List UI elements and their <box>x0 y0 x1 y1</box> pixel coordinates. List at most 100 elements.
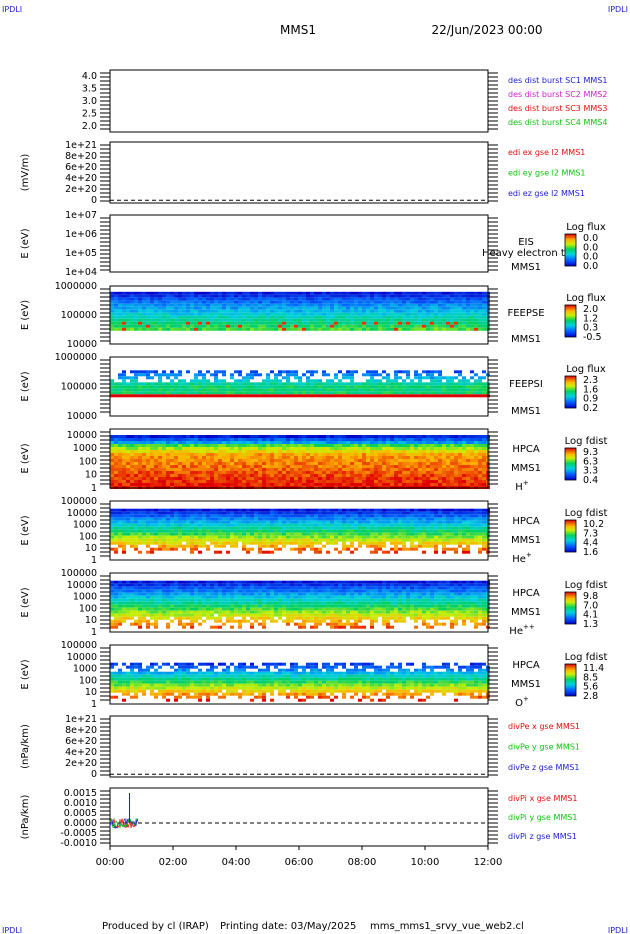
spectrogram-cell <box>174 511 178 515</box>
spectrogram-cell <box>414 526 418 530</box>
spectrogram-cell <box>390 438 394 441</box>
spectrogram-cell <box>182 532 186 536</box>
spectrogram-cell <box>146 477 150 480</box>
spectrogram-cell <box>370 444 374 447</box>
spectrogram-cell <box>338 294 342 298</box>
spectrogram-cell <box>294 468 298 471</box>
spectrogram-cell <box>290 300 294 304</box>
spectrogram-cell <box>166 444 170 447</box>
spectrogram-cell <box>394 394 398 398</box>
spectrogram-cell <box>426 306 430 310</box>
spectrogram-cell <box>414 483 418 486</box>
spectrogram-cell <box>386 438 390 441</box>
spectrogram-cell <box>278 394 282 398</box>
spectrogram-cell <box>326 529 330 533</box>
spectrogram-cell <box>146 520 150 524</box>
spectrogram-cell <box>390 303 394 307</box>
spectrogram-cell <box>338 532 342 536</box>
spectrogram-cell <box>358 523 362 527</box>
spectrogram-cell <box>342 508 346 512</box>
spectrogram-cell <box>162 468 166 471</box>
spectrogram-cell <box>386 291 390 295</box>
spectrogram-cell <box>202 526 206 530</box>
spectrogram-cell <box>370 459 374 462</box>
spectrogram-cell <box>158 376 162 380</box>
spectrogram-cell <box>142 538 146 542</box>
spectrogram-cell <box>326 315 330 319</box>
spectrogram-cell <box>370 477 374 480</box>
spectrogram-cell <box>430 373 434 377</box>
spectrogram-cell <box>370 324 374 328</box>
spectrogram-cell <box>254 312 258 316</box>
spectrogram-cell <box>398 532 402 536</box>
spectrogram-cell <box>394 300 398 304</box>
spectrogram-cell <box>254 385 258 389</box>
spectrogram-cell <box>426 520 430 524</box>
spectrogram-cell <box>170 321 174 325</box>
spectrogram-cell <box>418 529 422 533</box>
spectrogram-cell <box>414 300 418 304</box>
spectrogram-cell <box>402 294 406 298</box>
spectrogram-cell <box>150 517 154 521</box>
spectrogram-cell <box>126 435 130 438</box>
spectrogram-cell <box>178 444 182 447</box>
spectrogram-cell <box>206 312 210 316</box>
spectrogram-cell <box>482 462 486 465</box>
spectrogram-cell <box>410 538 414 542</box>
spectrogram-cell <box>438 376 442 380</box>
spectrogram-cell <box>262 435 266 438</box>
spectrogram-cell <box>210 318 214 322</box>
spectrogram-cell <box>206 544 210 548</box>
spectrogram-cell <box>246 465 250 468</box>
spectrogram-cell <box>182 450 186 453</box>
spectrogram-cell <box>222 441 226 444</box>
spectrogram-cell <box>214 444 218 447</box>
spectrogram-cell <box>114 438 118 441</box>
spectrogram-cell <box>482 327 486 331</box>
spectrogram-cell <box>418 327 422 331</box>
spectrogram-cell <box>234 465 238 468</box>
spectrogram-cell <box>338 483 342 486</box>
spectrogram-cell <box>430 535 434 539</box>
spectrogram-cell <box>162 312 166 316</box>
spectrogram-cell <box>166 312 170 316</box>
spectrogram-cell <box>330 517 334 521</box>
spectrogram-cell <box>318 520 322 524</box>
spectrogram-cell <box>402 388 406 392</box>
spectrogram-cell <box>442 435 446 438</box>
spectrogram-cell <box>146 309 150 313</box>
spectrogram-cell <box>482 306 486 310</box>
spectrogram-cell <box>142 312 146 316</box>
spectrogram-cell <box>150 523 154 527</box>
spectrogram-cell <box>374 447 378 450</box>
spectrogram-cell <box>118 456 122 459</box>
spectrogram-cell <box>322 514 326 518</box>
colorbar <box>564 375 577 409</box>
spectrogram-cell <box>118 312 122 316</box>
spectrogram-cell <box>378 309 382 313</box>
spectrogram-cell <box>294 306 298 310</box>
spectrogram-cell <box>398 435 402 438</box>
spectrogram-cell <box>426 468 430 471</box>
spectrogram-cell <box>142 294 146 298</box>
spectrogram-cell <box>306 441 310 444</box>
spectrogram-cell <box>254 318 258 322</box>
spectrogram-cell <box>270 394 274 398</box>
spectrogram-cell <box>190 297 194 301</box>
spectrogram-cell <box>266 447 270 450</box>
spectrogram-cell <box>350 444 354 447</box>
spectrogram-cell <box>382 529 386 533</box>
spectrogram-cell <box>338 453 342 456</box>
spectrogram-cell <box>294 532 298 536</box>
spectrogram-cell <box>182 544 186 548</box>
spectrogram-cell <box>202 459 206 462</box>
spectrogram-cell <box>222 391 226 395</box>
spectrogram-cell <box>294 465 298 468</box>
spectrogram-cell <box>198 309 202 313</box>
spectrogram-cell <box>398 318 402 322</box>
spectrogram-cell <box>234 294 238 298</box>
spectrogram-cell <box>134 306 138 310</box>
spectrogram-cell <box>222 306 226 310</box>
spectrogram-cell <box>138 309 142 313</box>
spectrogram-cell <box>342 435 346 438</box>
